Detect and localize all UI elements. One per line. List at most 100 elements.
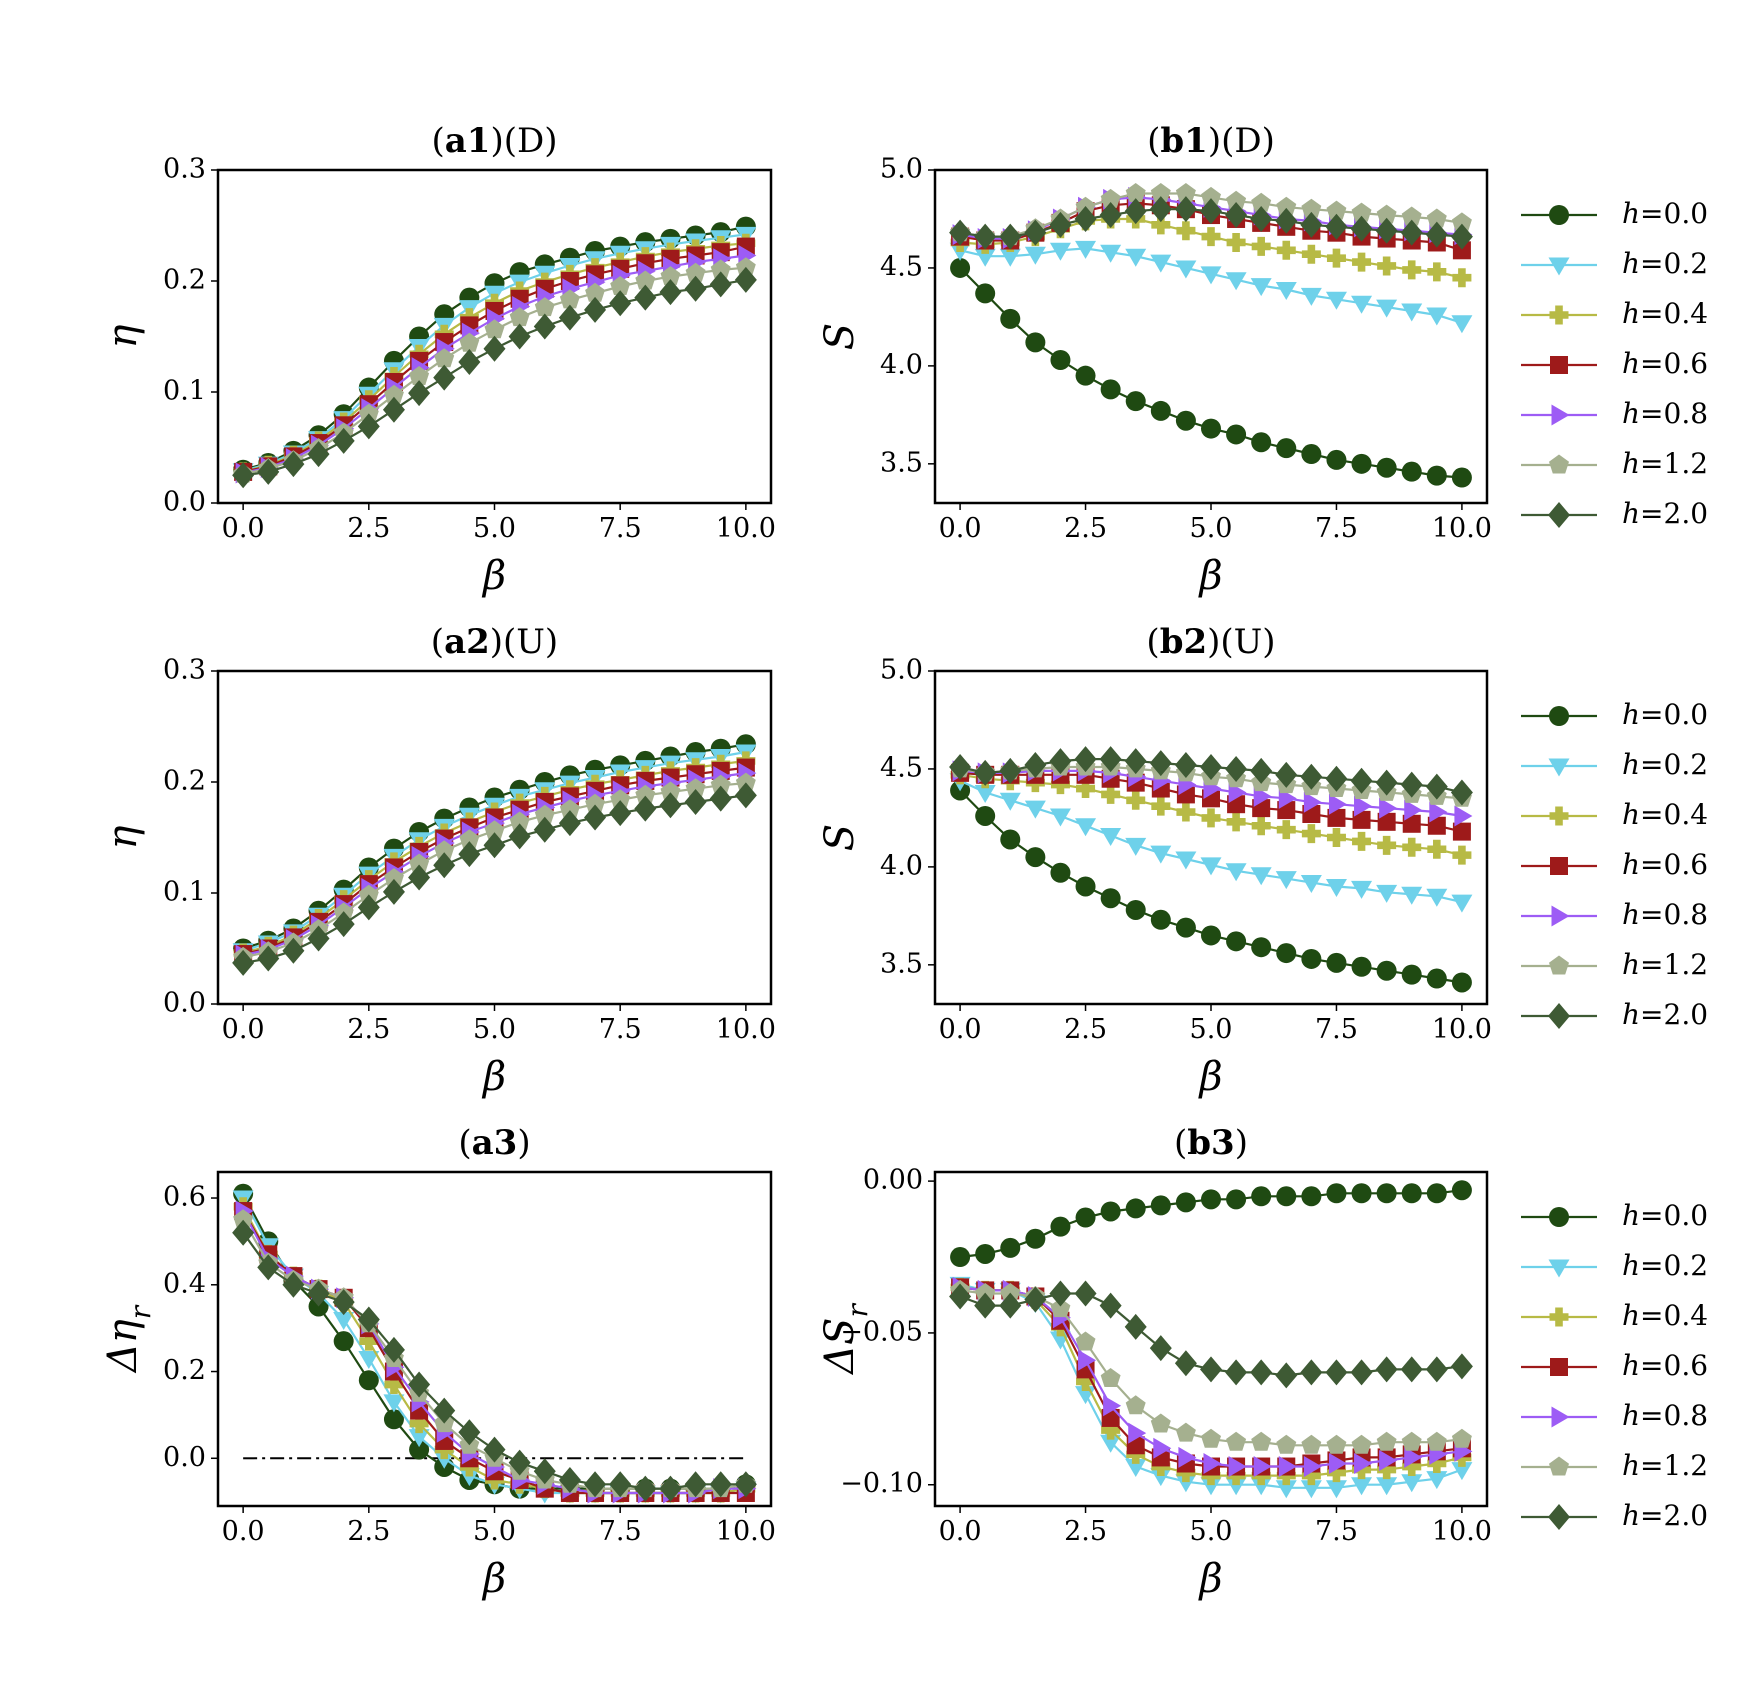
data-point — [1049, 242, 1071, 261]
y-tick-label: 0.4 — [163, 1268, 206, 1299]
data-point — [1099, 746, 1122, 773]
data-point — [1200, 1356, 1222, 1383]
data-point — [1251, 1431, 1272, 1451]
y-tick-label: 3.5 — [880, 447, 923, 478]
data-point — [709, 785, 732, 812]
data-point — [409, 1439, 430, 1460]
data-point — [1201, 1466, 1221, 1486]
data-point — [999, 248, 1021, 267]
data-point — [1251, 1186, 1272, 1207]
data-point — [434, 348, 455, 368]
data-point — [409, 1414, 429, 1434]
legend-marker — [1549, 1456, 1569, 1476]
data-point — [332, 911, 355, 938]
data-point — [1125, 837, 1147, 856]
legend-label: h=0.6 — [1622, 848, 1708, 881]
data-point — [1354, 795, 1373, 817]
data-point — [1300, 1480, 1322, 1499]
data-point — [1203, 1452, 1222, 1474]
data-point — [1150, 1195, 1171, 1216]
legend-marker — [1548, 758, 1570, 777]
data-point — [559, 289, 580, 309]
legend-label: h=0.2 — [1622, 247, 1708, 280]
plot-area — [949, 183, 1473, 488]
legend-label: h=1.2 — [1622, 1449, 1708, 1482]
data-point — [1050, 1216, 1071, 1237]
data-point — [1426, 208, 1447, 228]
data-point — [1150, 909, 1171, 930]
data-point — [1250, 1359, 1273, 1386]
legend-label: h=0.6 — [1622, 1349, 1708, 1382]
legend-item: h=2.0 — [1521, 1499, 1708, 1532]
x-tick-label: 10.0 — [716, 1014, 776, 1045]
data-point — [1427, 839, 1447, 859]
data-point — [433, 852, 456, 879]
data-point — [1325, 1359, 1348, 1386]
data-point — [1352, 252, 1372, 272]
data-point — [1402, 1457, 1422, 1477]
data-point — [332, 1289, 355, 1316]
data-point — [1049, 808, 1071, 827]
data-point — [1275, 281, 1297, 300]
data-point — [1276, 820, 1296, 840]
data-point — [1201, 808, 1221, 828]
data-point — [282, 937, 305, 964]
data-point — [1425, 773, 1448, 800]
legend-b1: h=0.0 h=0.2 h=0.4 h=0.6 h=0.8 h=1.2 h=2.0 — [1521, 197, 1708, 530]
data-point — [533, 313, 556, 340]
data-point — [509, 307, 530, 327]
x-tick-label: 10.0 — [716, 1516, 776, 1547]
data-point — [1351, 1477, 1373, 1496]
data-point — [1201, 418, 1221, 439]
data-point — [1327, 808, 1346, 827]
x-tick-label: 2.5 — [347, 1014, 390, 1045]
legend-item: h=0.2 — [1521, 247, 1708, 280]
data-point — [1251, 192, 1272, 212]
data-point — [1150, 1468, 1172, 1487]
data-point — [1201, 227, 1221, 247]
data-point — [1351, 956, 1372, 977]
data-point — [1451, 1462, 1473, 1481]
series-h=0.0 — [950, 1180, 1472, 1268]
x-tick-label: 7.5 — [1315, 1516, 1358, 1547]
series-h=0.0 — [950, 780, 1472, 993]
data-point — [308, 1296, 329, 1317]
data-point — [1000, 1283, 1021, 1302]
x-tick-label: 0.0 — [222, 1516, 265, 1547]
y-tick-label: 0.0 — [163, 487, 206, 518]
data-point — [333, 1331, 354, 1352]
data-point — [1275, 1362, 1298, 1389]
data-point — [660, 266, 681, 286]
y-tick-label: 0.6 — [163, 1182, 206, 1213]
data-point — [1426, 1471, 1448, 1490]
data-point — [1175, 1474, 1197, 1493]
data-point — [1174, 752, 1197, 779]
data-point — [1275, 871, 1297, 890]
data-point — [558, 1466, 581, 1493]
data-point — [1178, 1446, 1197, 1468]
data-point — [974, 248, 996, 267]
legend-marker — [1549, 1307, 1569, 1327]
data-point — [1149, 750, 1172, 777]
data-point — [1326, 1434, 1347, 1454]
data-point — [709, 1471, 732, 1498]
data-point — [1401, 886, 1423, 905]
y-tick-label: 4.0 — [880, 850, 923, 881]
data-point — [233, 1209, 254, 1229]
data-point — [1275, 207, 1298, 234]
data-point — [1451, 1428, 1472, 1448]
data-point — [1401, 206, 1422, 226]
data-point — [1101, 784, 1121, 804]
data-point — [1225, 1359, 1248, 1386]
data-point — [1200, 753, 1222, 780]
data-point — [1100, 244, 1122, 263]
data-point — [1153, 1437, 1172, 1459]
data-point — [609, 290, 632, 317]
data-point — [1124, 1313, 1147, 1340]
data-point — [1225, 755, 1248, 782]
data-point — [1250, 1477, 1272, 1496]
data-point — [1425, 221, 1448, 248]
legend-label: h=0.0 — [1622, 1199, 1708, 1232]
data-point — [408, 1371, 431, 1398]
data-point — [382, 878, 405, 905]
